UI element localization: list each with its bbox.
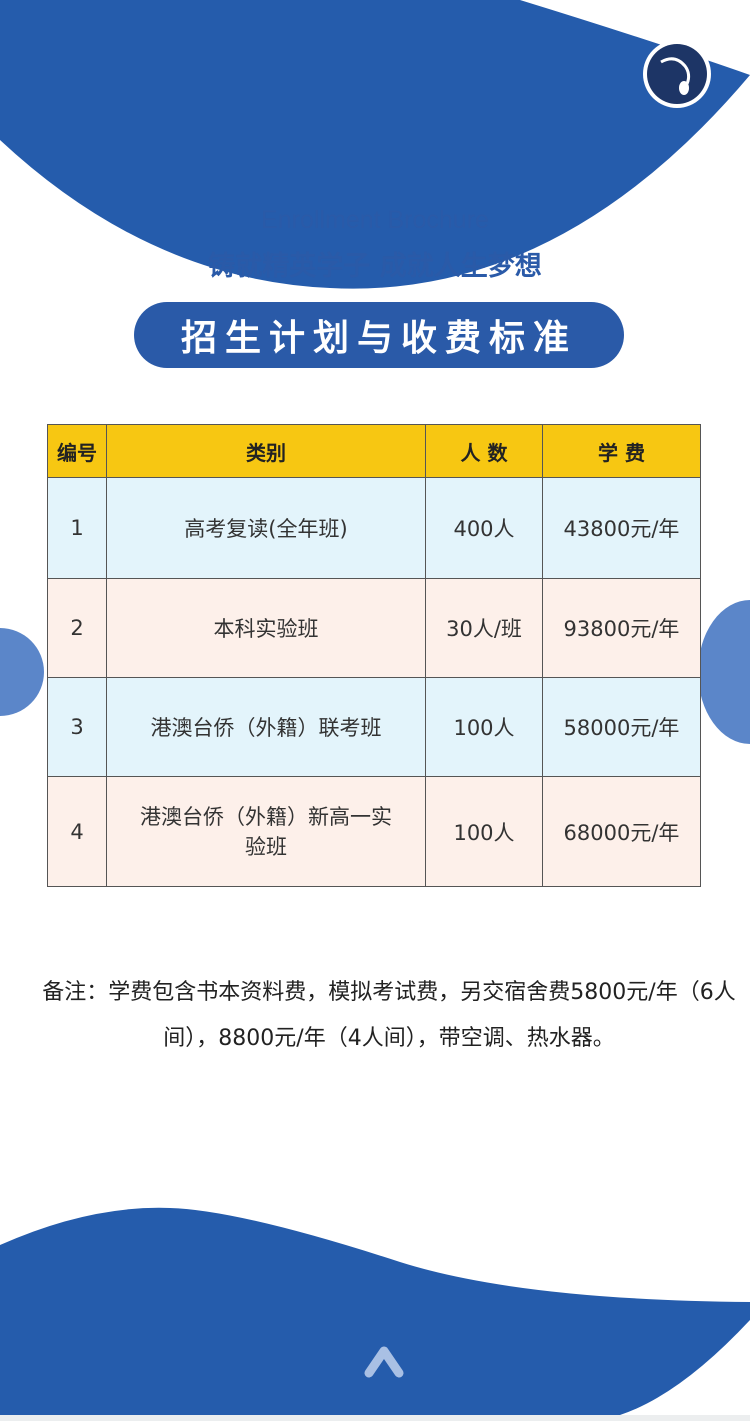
banner-title: 招生计划与收费标准	[134, 302, 624, 368]
fee-note: 备注：学费包含书本资料费，模拟考试费，另交宿舍费5800元/年（6人间），880…	[42, 980, 736, 1051]
cell-count: 400人	[425, 477, 543, 579]
cell-fee: 93800元/年	[542, 578, 701, 678]
cell-count: 30人/班	[425, 578, 543, 678]
left-half-circle	[0, 628, 44, 716]
enrollment-table: 编号 类别 人 数 学 费 1 高考复读(全年班) 400人 43800元/年 …	[47, 424, 701, 887]
cell-fee: 58000元/年	[542, 677, 701, 777]
cell-count: 100人	[425, 776, 543, 887]
cell-fee: 43800元/年	[542, 477, 701, 579]
cell-category: 港澳台侨（外籍）联考班	[106, 677, 426, 777]
bottom-wave-shape	[0, 1207, 750, 1415]
cell-fee: 68000元/年	[542, 776, 701, 887]
cell-no: 1	[47, 477, 107, 579]
table-row: 3 港澳台侨（外籍）联考班 100人 58000元/年	[47, 677, 701, 777]
column-header-fee: 学 费	[542, 424, 701, 478]
cell-category: 港澳台侨（外籍）新高一实验班	[106, 776, 426, 887]
table-row: 1 高考复读(全年班) 400人 43800元/年	[47, 477, 701, 579]
chevron-up-icon[interactable]	[363, 1345, 405, 1383]
column-header-count: 人 数	[425, 424, 543, 478]
column-header-category: 类别	[106, 424, 426, 478]
cell-category: 本科实验班	[106, 578, 426, 678]
music-note-logo-icon	[643, 40, 711, 108]
cell-count: 100人	[425, 677, 543, 777]
cell-category: 高考复读(全年班)	[106, 477, 426, 579]
top-wave-shape	[0, 0, 750, 289]
table-header-row: 编号 类别 人 数 学 费	[47, 424, 701, 478]
slogan: 铸就精英学子 成就人生梦想	[208, 251, 542, 282]
english-subtitle: Enrollment Brochure	[261, 206, 489, 234]
table-row: 4 港澳台侨（外籍）新高一实验班 100人 68000元/年	[47, 776, 701, 887]
cell-no: 3	[47, 677, 107, 777]
cell-no: 4	[47, 776, 107, 887]
cell-no: 2	[47, 578, 107, 678]
right-half-circle	[698, 600, 750, 744]
table-row: 2 本科实验班 30人/班 93800元/年	[47, 578, 701, 678]
column-header-no: 编号	[47, 424, 107, 478]
